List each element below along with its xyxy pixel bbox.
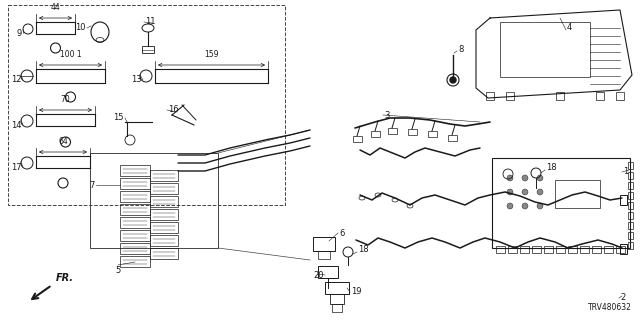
Bar <box>332 304 342 312</box>
Bar <box>486 92 494 100</box>
Bar <box>580 246 589 253</box>
Circle shape <box>507 189 513 195</box>
Bar <box>120 165 150 176</box>
Bar <box>604 246 613 253</box>
Bar <box>8 5 285 205</box>
Text: 6: 6 <box>339 228 344 237</box>
Circle shape <box>507 203 513 209</box>
Bar <box>492 158 630 248</box>
Bar <box>628 242 633 249</box>
Bar <box>120 204 150 215</box>
Bar <box>150 235 178 246</box>
Bar <box>628 162 633 169</box>
Circle shape <box>522 189 528 195</box>
Bar <box>150 183 178 194</box>
Bar <box>150 209 178 220</box>
Bar <box>428 131 437 137</box>
Bar <box>150 196 178 207</box>
Bar <box>448 135 457 141</box>
Bar <box>555 180 600 208</box>
Bar <box>313 237 335 251</box>
Text: FR.: FR. <box>56 273 74 283</box>
Bar <box>120 256 150 267</box>
Text: 5: 5 <box>115 266 120 275</box>
Bar <box>325 282 349 294</box>
Bar <box>628 222 633 229</box>
Bar <box>620 244 627 254</box>
Bar <box>508 246 517 253</box>
Text: 159: 159 <box>204 50 219 59</box>
Text: 100 1: 100 1 <box>60 50 81 59</box>
Bar <box>120 230 150 241</box>
Bar <box>520 246 529 253</box>
Text: 9: 9 <box>17 28 22 37</box>
Text: 13: 13 <box>131 76 142 84</box>
Circle shape <box>537 189 543 195</box>
Bar <box>628 172 633 179</box>
Bar <box>330 294 344 304</box>
Bar <box>353 136 362 142</box>
Bar <box>150 248 178 259</box>
Text: 2: 2 <box>620 293 625 302</box>
Bar <box>592 246 601 253</box>
Bar <box>628 232 633 239</box>
Bar <box>556 92 564 100</box>
Bar <box>408 129 417 135</box>
Bar <box>628 212 633 219</box>
Circle shape <box>537 175 543 181</box>
Bar <box>142 46 154 53</box>
Circle shape <box>507 175 513 181</box>
Text: 18: 18 <box>546 164 557 172</box>
Text: 11: 11 <box>145 18 156 27</box>
Bar <box>556 246 565 253</box>
Circle shape <box>537 203 543 209</box>
Bar <box>616 246 625 253</box>
Bar <box>120 191 150 202</box>
Bar <box>318 251 330 259</box>
Text: 64: 64 <box>58 137 68 146</box>
Bar <box>371 131 380 137</box>
Text: 3: 3 <box>384 110 389 119</box>
Text: 7: 7 <box>90 180 95 189</box>
Bar <box>90 153 218 248</box>
Circle shape <box>522 175 528 181</box>
Bar <box>544 246 553 253</box>
Text: 18: 18 <box>358 245 369 254</box>
Bar <box>620 195 627 205</box>
Bar <box>568 246 577 253</box>
Text: 4: 4 <box>567 23 572 33</box>
Bar <box>120 243 150 254</box>
Text: 16: 16 <box>168 106 179 115</box>
Text: 17: 17 <box>12 163 22 172</box>
Text: 12: 12 <box>12 76 22 84</box>
Bar <box>120 217 150 228</box>
Bar <box>616 92 624 100</box>
Bar <box>628 202 633 209</box>
Bar <box>506 92 514 100</box>
Circle shape <box>522 203 528 209</box>
Bar <box>318 266 338 278</box>
Bar <box>388 128 397 134</box>
Text: 19: 19 <box>351 287 362 297</box>
Bar <box>532 246 541 253</box>
Text: 1: 1 <box>623 167 628 177</box>
Text: 14: 14 <box>12 121 22 130</box>
Bar <box>150 170 178 181</box>
Bar <box>120 178 150 189</box>
Bar <box>496 246 505 253</box>
Text: 10: 10 <box>76 23 86 33</box>
Text: TRV480632: TRV480632 <box>588 303 632 312</box>
Bar <box>500 22 590 77</box>
Text: 8: 8 <box>458 45 463 54</box>
Text: 44: 44 <box>51 3 60 12</box>
Text: 15: 15 <box>113 114 124 123</box>
Bar <box>596 92 604 100</box>
Bar <box>628 182 633 189</box>
Text: 20: 20 <box>314 270 324 279</box>
Bar <box>150 222 178 233</box>
Text: 70: 70 <box>61 95 70 104</box>
Bar <box>628 192 633 199</box>
Circle shape <box>450 77 456 83</box>
